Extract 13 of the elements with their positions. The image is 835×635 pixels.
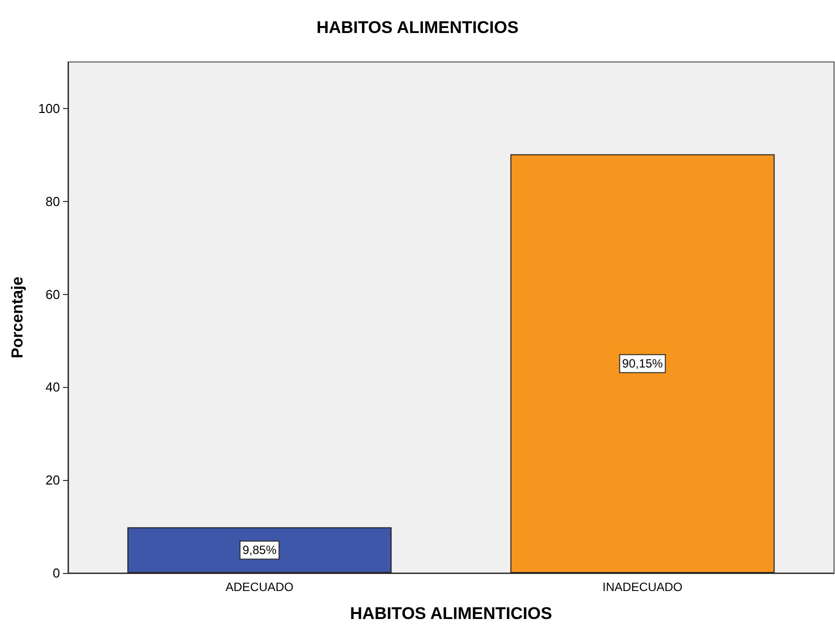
chart-title: HABITOS ALIMENTICIOS bbox=[316, 18, 519, 37]
x-tick-label: INADECUADO bbox=[602, 580, 683, 594]
y-tick-label: 40 bbox=[46, 380, 60, 395]
x-axis-title: HABITOS ALIMENTICIOS bbox=[350, 604, 552, 623]
x-tick-label: ADECUADO bbox=[225, 580, 294, 594]
data-label: 9,85% bbox=[242, 543, 277, 558]
y-tick-label: 0 bbox=[52, 566, 60, 580]
y-tick-label: 60 bbox=[46, 286, 60, 302]
y-tick-label: 20 bbox=[46, 472, 60, 488]
y-tick-label: 100 bbox=[38, 100, 60, 116]
y-axis-title: Porcentaje bbox=[10, 276, 26, 358]
y-tick-label: 80 bbox=[46, 194, 60, 209]
data-label: 90,15% bbox=[622, 356, 664, 371]
